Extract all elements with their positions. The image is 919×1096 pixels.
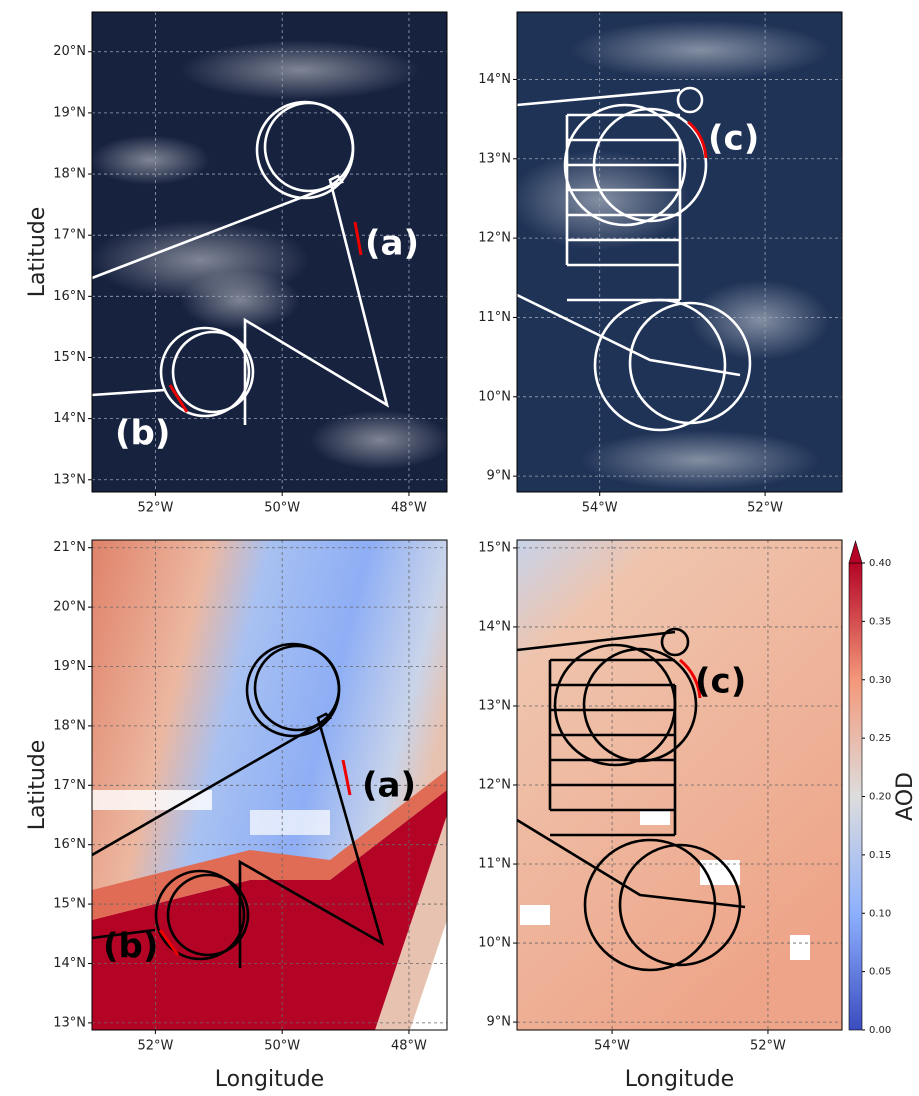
annotation: (a) [362,766,416,806]
y-tick-label: 9°N [487,1015,512,1030]
colorbar-tick-label: 0.25 [869,733,891,744]
y-axis-label: Latitude [25,740,50,831]
colorbar-tick-label: 0.20 [869,792,891,803]
colorbar-extension [849,541,862,563]
colorbar-tick-label: 0.15 [869,850,891,861]
y-tick-label: 12°N [478,778,511,793]
y-tick-label: 14°N [478,72,511,87]
y-tick-label: 19°N [53,659,86,674]
y-tick-label: 14°N [53,411,86,426]
y-tick-label: 10°N [478,389,511,404]
y-tick-label: 11°N [478,310,511,325]
y-tick-label: 18°N [53,167,86,182]
x-axis-label: Longitude [625,1067,734,1092]
colorbar [849,563,862,1030]
x-tick-label: 50°W [264,1039,300,1054]
y-tick-label: 16°N [53,289,86,304]
annotation: (b) [103,927,158,967]
x-tick-label: 52°W [137,501,173,516]
x-tick-label: 52°W [137,1039,173,1054]
annotation: (c) [695,662,746,702]
y-tick-label: 15°N [478,540,511,555]
y-tick-label: 19°N [53,105,86,120]
y-tick-label: 13°N [53,1015,86,1030]
satellite-image [510,12,842,492]
annotation: (c) [708,119,759,159]
y-tick-label: 15°N [53,897,86,912]
y-tick-label: 18°N [53,718,86,733]
colorbar-tick-label: 0.35 [869,616,891,627]
y-tick-label: 16°N [53,837,86,852]
y-tick-label: 21°N [53,540,86,555]
y-tick-label: 11°N [478,857,511,872]
colorbar-tick-label: 0.30 [869,675,891,686]
y-axis-label: Latitude [25,207,50,298]
colorbar-label: AOD [893,772,918,821]
colorbar-tick-label: 0.10 [869,908,891,919]
annotation: (b) [115,414,170,454]
y-tick-label: 10°N [478,936,511,951]
y-tick-label: 15°N [53,350,86,365]
y-tick-label: 13°N [478,698,511,713]
figure: 52°W 50°W 48°W 13°N 14°N 15°N 16°N 17°N 18°N 19°N… [0,0,919,1096]
x-tick-label: 52°W [747,501,783,516]
y-tick-label: 17°N [53,228,86,243]
colorbar-tick-label: 0.05 [869,967,891,978]
x-axis-label: Longitude [215,1067,324,1092]
y-tick-label: 9°N [487,469,512,484]
y-tick-label: 14°N [478,619,511,634]
y-tick-label: 13°N [478,151,511,166]
x-tick-label: 54°W [582,501,618,516]
colorbar-tick-label: 0.40 [869,558,891,569]
y-tick-label: 20°N [53,600,86,615]
y-tick-label: 14°N [53,956,86,971]
annotation: (a) [365,224,419,264]
y-tick-label: 13°N [53,472,86,487]
x-tick-label: 48°W [391,1039,427,1054]
y-tick-label: 17°N [53,778,86,793]
y-tick-label: 12°N [478,231,511,246]
x-tick-label: 52°W [750,1039,786,1054]
y-tick-label: 20°N [53,44,86,59]
x-tick-label: 48°W [391,501,427,516]
x-tick-label: 50°W [264,501,300,516]
x-tick-label: 54°W [594,1039,630,1054]
colorbar-tick-label: 0.00 [869,1025,891,1036]
